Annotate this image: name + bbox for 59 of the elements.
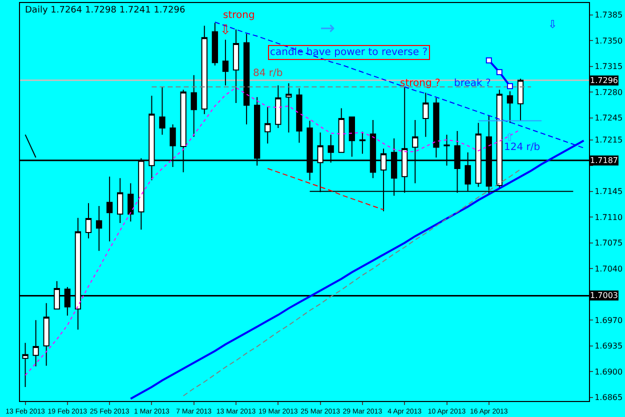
ref-line-label: 1.7296 (590, 76, 618, 85)
y-tick-label: 1.7145 (594, 187, 623, 196)
point (486, 57, 492, 64)
candlestick (190, 74, 197, 138)
candlestick (348, 116, 355, 158)
candlestick (212, 22, 218, 66)
candlestick (506, 90, 514, 124)
candlestick (96, 206, 102, 252)
line-series (182, 168, 522, 396)
y-tick-label: 1.6865 (594, 393, 623, 402)
candlestick (338, 108, 344, 153)
y-tick-label: 1.6900 (594, 367, 623, 376)
candlestick (275, 84, 282, 129)
y-tick-label: 1.7280 (594, 88, 623, 97)
annotation: ⇩ (220, 23, 231, 38)
line-series (267, 168, 384, 210)
candlestick (43, 302, 50, 366)
candlestick (296, 88, 302, 144)
annotation: strong ? (400, 78, 440, 89)
chart-title: Daily 1.7264 1.7298 1.7241 1.7296 (25, 6, 186, 16)
ref-line-label: 1.7187 (590, 156, 618, 165)
annotation: 124 r/b (504, 142, 540, 153)
y-tick-label: 1.7040 (594, 264, 623, 274)
annotation: break ? (454, 78, 491, 89)
point (496, 69, 502, 76)
ref-line-label: 1.7003 (590, 291, 618, 300)
candlestick (85, 202, 92, 239)
y-tick-label: 1.7315 (594, 62, 623, 72)
candlestick (128, 182, 134, 222)
y-tick-label: 1.7350 (594, 36, 623, 46)
y-tick-label: 1.7245 (594, 114, 623, 123)
candlestick (117, 178, 124, 224)
annotation: → (320, 18, 336, 39)
y-tick-label: 1.7385 (594, 10, 623, 20)
candlestick (286, 82, 292, 133)
annotation: ⇩ (548, 18, 558, 31)
annotation: 84 r/b (253, 68, 283, 79)
candlestick (232, 28, 240, 104)
candlestick (264, 106, 271, 144)
y-tick-label: 1.6970 (594, 316, 623, 325)
annotation: strong (223, 10, 255, 21)
point (506, 83, 513, 90)
candlestick (422, 92, 429, 138)
annotation: candle have power to reverse ? (270, 47, 428, 58)
candlestick (517, 78, 524, 122)
candlestick (222, 39, 229, 86)
candlestick (243, 33, 250, 125)
candlestick (201, 25, 208, 115)
candlestick (359, 131, 366, 154)
y-tick-label: 1.6935 (594, 342, 623, 351)
candlestick (159, 86, 166, 136)
candlestick (32, 320, 39, 367)
candlestick (106, 176, 113, 242)
candlestick (22, 342, 28, 388)
annotation: ⇧ (505, 131, 514, 144)
y-tick-label: 1.7075 (594, 238, 623, 248)
y-tick-label: 1.7215 (594, 136, 623, 145)
candlestick (433, 97, 440, 158)
y-tick-label: 1.7110 (594, 212, 623, 222)
